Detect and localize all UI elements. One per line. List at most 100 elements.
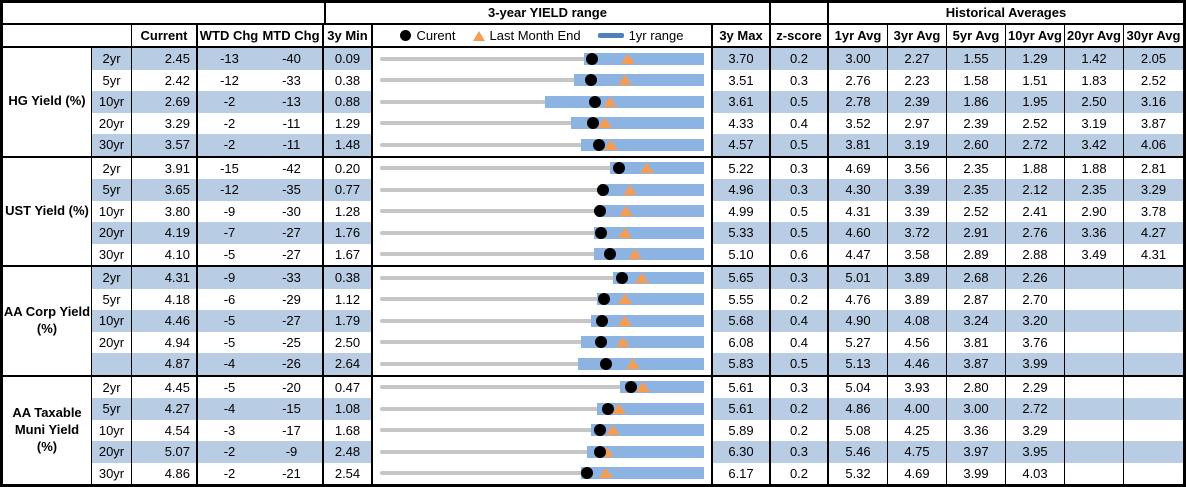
3yr-avg-cell[interactable]: 2.23 [888, 69, 947, 91]
wtd-chg-cell[interactable]: -2 [198, 441, 261, 463]
10yr-avg-cell[interactable]: 3.76 [1006, 331, 1065, 353]
current-yield-cell[interactable]: 2.42 [132, 69, 198, 91]
1yr-avg-cell[interactable]: 4.47 [829, 243, 888, 265]
5yr-avg-cell[interactable]: 2.80 [947, 376, 1006, 398]
3yr-avg-cell[interactable]: 3.19 [888, 134, 947, 156]
10yr-avg-cell[interactable]: 2.88 [1006, 243, 1065, 265]
3yr-avg-cell[interactable]: 3.89 [888, 267, 947, 289]
10yr-avg-cell[interactable]: 2.12 [1006, 179, 1065, 201]
tenor-cell[interactable]: 20yr [92, 441, 132, 463]
3y-max-cell[interactable]: 6.08 [713, 331, 771, 353]
5yr-avg-cell[interactable]: 2.89 [947, 243, 1006, 265]
1yr-avg-cell[interactable]: 5.27 [829, 331, 888, 353]
current-yield-cell[interactable]: 4.18 [132, 288, 198, 310]
5yr-avg-cell[interactable]: 2.39 [947, 112, 1006, 134]
z-score-cell[interactable]: 0.5 [771, 222, 829, 244]
z-score-cell[interactable]: 0.5 [771, 353, 829, 375]
20yr-avg-cell[interactable] [1065, 441, 1124, 463]
20yr-avg-cell[interactable] [1065, 419, 1124, 441]
3y-max-cell[interactable]: 5.83 [713, 353, 771, 375]
5yr-avg-cell[interactable]: 2.60 [947, 134, 1006, 156]
20yr-avg-cell[interactable]: 3.42 [1065, 134, 1124, 156]
mtd-chg-cell[interactable]: -35 [261, 179, 324, 201]
wtd-chg-cell[interactable]: -6 [223, 291, 236, 307]
mtd-chg-cell[interactable]: -11 [261, 112, 324, 134]
current-yield-cell[interactable]: 4.27 [132, 398, 198, 420]
tenor-cell[interactable]: 30yr [92, 134, 132, 156]
tenor-cell[interactable]: 5yr [92, 398, 132, 420]
mtd-chg-cell[interactable]: -29 [261, 288, 324, 310]
3y-max-cell[interactable]: 5.61 [713, 398, 771, 420]
3y-max-cell[interactable]: 3.61 [713, 91, 771, 113]
3y-min-cell[interactable]: 0.47 [324, 376, 373, 398]
3y-min-cell[interactable]: 0.88 [324, 91, 373, 113]
5yr-avg-cell[interactable]: 3.81 [947, 331, 1006, 353]
tenor-cell[interactable] [92, 353, 132, 375]
10yr-avg-cell[interactable]: 3.29 [1006, 419, 1065, 441]
10yr-avg-cell[interactable]: 1.95 [1006, 91, 1065, 113]
3y-max-cell[interactable]: 6.17 [713, 462, 771, 484]
mtd-chg-cell[interactable]: -40 [261, 48, 324, 70]
tenor-cell[interactable]: 2yr [92, 376, 132, 398]
3y-min-cell[interactable]: 1.76 [324, 222, 373, 244]
20yr-avg-cell[interactable]: 1.88 [1065, 157, 1124, 179]
wtd-chg-cell[interactable]: -12 [198, 179, 261, 201]
z-score-cell[interactable]: 0.4 [771, 310, 829, 332]
wtd-chg-cell[interactable]: -9 [198, 267, 261, 289]
mtd-chg-cell[interactable]: -33 [261, 267, 324, 289]
wtd-chg-cell[interactable]: -4 [198, 353, 261, 375]
1yr-avg-cell[interactable]: 4.76 [829, 288, 888, 310]
30yr-avg-cell[interactable] [1124, 420, 1183, 442]
3y-max-cell[interactable]: 5.33 [713, 222, 771, 244]
current-yield-cell[interactable]: 4.87 [132, 353, 198, 375]
3yr-avg-cell[interactable]: 3.89 [888, 288, 947, 310]
current-yield-cell[interactable]: 2.69 [132, 91, 198, 113]
3y-min-cell[interactable]: 0.38 [324, 267, 373, 289]
5yr-avg-cell[interactable]: 3.24 [947, 310, 1006, 332]
3y-max-cell[interactable]: 4.57 [713, 134, 771, 156]
30yr-avg-cell[interactable] [1124, 398, 1183, 420]
10yr-avg-cell[interactable]: 2.70 [1006, 288, 1065, 310]
10yr-avg-cell[interactable]: 2.52 [1006, 112, 1065, 134]
5yr-avg-cell[interactable]: 2.52 [947, 200, 1006, 222]
mtd-chg-cell[interactable]: -11 [261, 134, 324, 156]
mtd-chg-cell[interactable]: -21 [261, 462, 324, 484]
current-yield-cell[interactable]: 4.94 [132, 331, 198, 353]
z-score-cell[interactable]: 0.4 [771, 331, 829, 353]
tenor-cell[interactable]: 20yr [92, 112, 132, 134]
current-yield-cell[interactable]: 2.45 [132, 48, 198, 70]
3yr-avg-cell[interactable]: 4.08 [888, 310, 947, 332]
1yr-avg-cell[interactable]: 4.86 [829, 398, 888, 420]
30yr-avg-cell[interactable]: 4.06 [1124, 134, 1183, 156]
mtd-chg-cell[interactable]: -17 [261, 419, 324, 441]
30yr-avg-cell[interactable]: 3.29 [1124, 179, 1183, 201]
5yr-avg-cell[interactable]: 3.87 [947, 353, 1006, 375]
5yr-avg-cell[interactable]: 3.36 [947, 419, 1006, 441]
z-score-cell[interactable]: 0.3 [771, 157, 829, 179]
1yr-avg-cell[interactable]: 4.30 [829, 179, 888, 201]
20yr-avg-cell[interactable] [1065, 353, 1124, 375]
wtd-chg-cell[interactable]: -3 [223, 422, 236, 438]
3y-min-cell[interactable]: 2.54 [324, 462, 373, 484]
wtd-chg-cell[interactable]: -5 [223, 246, 236, 262]
current-yield-cell[interactable]: 4.10 [132, 243, 198, 265]
tenor-cell[interactable]: 10yr [92, 200, 132, 222]
3yr-avg-cell[interactable]: 4.69 [888, 462, 947, 484]
30yr-avg-cell[interactable]: 4.27 [1124, 222, 1183, 244]
mtd-chg-cell[interactable]: -25 [261, 331, 324, 353]
5yr-avg-cell[interactable]: 1.58 [947, 69, 1006, 91]
mtd-chg-cell[interactable]: -33 [261, 69, 324, 91]
mtd-chg-cell[interactable]: -26 [261, 353, 324, 375]
wtd-chg-cell[interactable]: -5 [198, 310, 261, 332]
current-yield-cell[interactable]: 4.54 [132, 419, 198, 441]
z-score-cell[interactable]: 0.2 [771, 419, 829, 441]
z-score-cell[interactable]: 0.5 [771, 200, 829, 222]
30yr-avg-cell[interactable]: 3.78 [1140, 203, 1167, 219]
z-score-cell[interactable]: 0.4 [771, 112, 829, 134]
current-yield-cell[interactable]: 4.46 [132, 310, 198, 332]
mtd-chg-cell[interactable]: -20 [261, 376, 324, 398]
wtd-chg-cell[interactable]: -2 [223, 115, 236, 131]
wtd-chg-cell[interactable]: -13 [198, 48, 261, 70]
20yr-avg-cell[interactable] [1065, 331, 1124, 353]
current-yield-cell[interactable]: 3.65 [132, 179, 198, 201]
